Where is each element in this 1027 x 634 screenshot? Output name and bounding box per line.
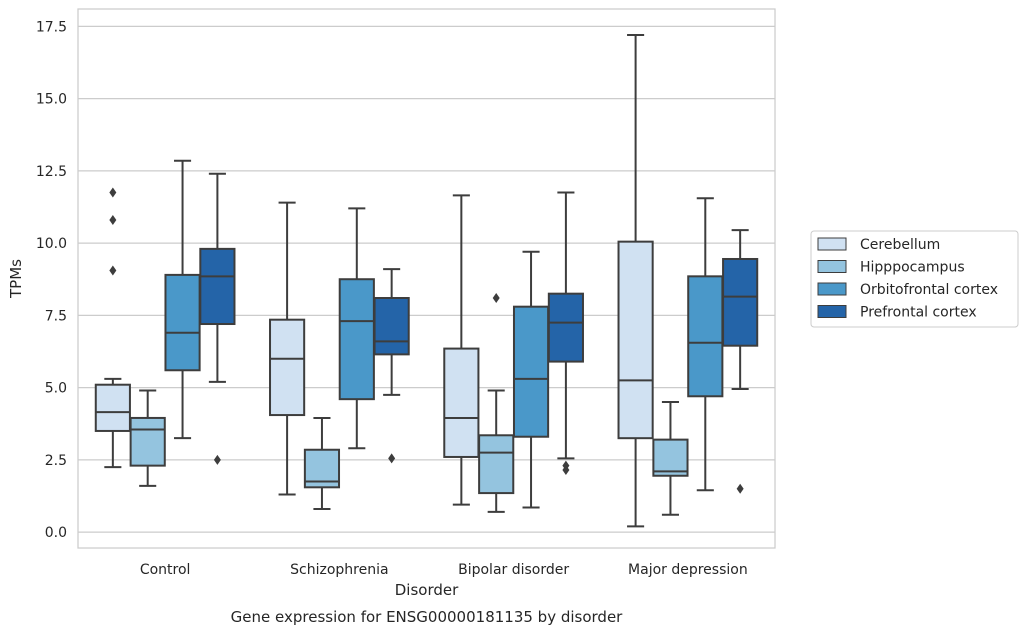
box [199, 247, 236, 326]
legend-label: Prefrontal cortex [860, 305, 977, 321]
legend-label: Cerebellum [860, 237, 940, 253]
y-tick-label: 17.5 [36, 19, 67, 35]
box [129, 416, 166, 467]
flier-point [109, 187, 117, 198]
box [722, 257, 759, 347]
box [478, 434, 515, 495]
box [512, 305, 550, 438]
box-group [94, 187, 131, 469]
flier-point [562, 460, 570, 471]
legend-frame [810, 230, 1019, 328]
box-group [303, 416, 341, 510]
x-tick-label: Schizophrenia [290, 562, 388, 578]
box-group [617, 34, 654, 528]
box [338, 278, 375, 401]
x-tick-labels: Control Schizophrenia Bipolar disorder Majo… [140, 562, 748, 578]
box [652, 438, 689, 477]
box-group [338, 207, 375, 450]
legend: Cerebellum Hipppocampus Orbitofrontal cort… [810, 230, 1019, 328]
box-group [443, 194, 480, 506]
flier-point [213, 454, 221, 465]
box-group [547, 191, 584, 475]
flier-point [109, 214, 117, 225]
box [164, 273, 201, 372]
flier-point [109, 265, 117, 276]
box [687, 275, 724, 398]
box [443, 347, 480, 458]
box [94, 383, 131, 432]
flier-point [388, 453, 396, 464]
chart-caption: Gene expression for ENSG00000181135 by d… [231, 608, 624, 626]
box-group [199, 172, 236, 465]
y-tick-label: 10.0 [36, 236, 67, 252]
legend-label: Orbitofrontal cortex [860, 282, 998, 298]
y-tick-label: 7.5 [45, 308, 67, 324]
legend-swatch [817, 282, 847, 296]
box [547, 292, 584, 363]
box [269, 318, 306, 417]
box-group [478, 293, 515, 513]
flier-point [736, 483, 744, 494]
legend-swatch [817, 305, 847, 318]
y-tick-labels: 0.0 2.5 5.0 7.5 10.0 12.5 15.0 17.5 [36, 19, 67, 541]
y-tick-label: 5.0 [45, 381, 67, 397]
legend-entries: Cerebellum Hipppocampus Orbitofrontal cort… [817, 237, 998, 321]
flier-point [492, 293, 500, 304]
y-tick-label: 0.0 [45, 525, 67, 541]
box [617, 240, 654, 440]
box-group [164, 159, 201, 440]
x-tick-label: Major depression [628, 562, 748, 578]
y-tick-label: 12.5 [36, 164, 67, 180]
x-tick-label: Bipolar disorder [458, 562, 569, 578]
y-tick-label: 15.0 [36, 92, 67, 108]
y-tick-label: 2.5 [45, 453, 67, 469]
box-group [512, 250, 550, 509]
x-axis-label: Disorder [395, 581, 459, 599]
box-group [129, 389, 166, 487]
box-group [652, 401, 689, 516]
x-tick-label: Control [140, 562, 191, 578]
boxes [94, 34, 759, 528]
legend-swatch [817, 260, 847, 273]
box [373, 297, 410, 356]
y-axis-label: TPMs [7, 259, 25, 299]
legend-label: Hipppocampus [860, 260, 965, 276]
box-group [373, 268, 410, 464]
box-group [722, 229, 759, 494]
box-group [269, 201, 306, 496]
legend-swatch [817, 237, 847, 251]
